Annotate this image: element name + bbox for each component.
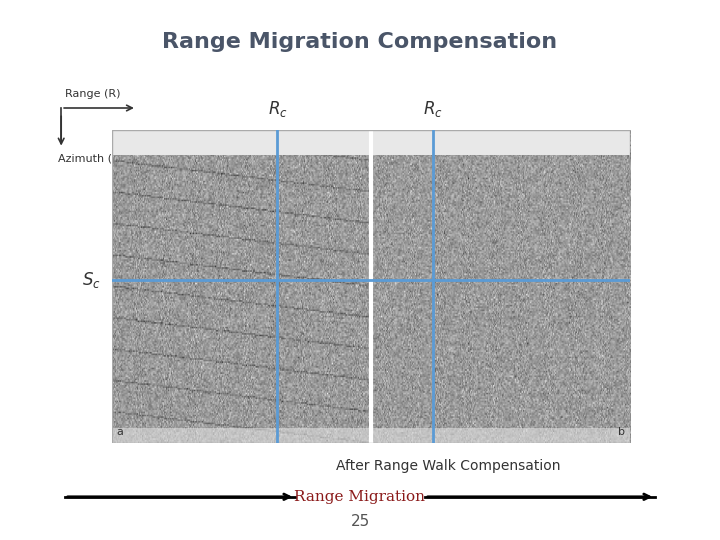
Text: b: b [618,427,625,436]
Text: $R_c$: $R_c$ [268,99,287,119]
Bar [112,130,630,154]
Text: After Range Walk Compensation: After Range Walk Compensation [336,459,561,473]
Bar [112,428,630,443]
Text: $R_c$: $R_c$ [423,99,443,119]
Text: $S_c$: $S_c$ [82,270,101,290]
Text: 25: 25 [351,514,369,529]
Text: Range (R): Range (R) [65,89,120,99]
Text: Azimuth (s): Azimuth (s) [58,154,122,164]
Text: a: a [117,427,124,436]
Text: Range Migration Compensation: Range Migration Compensation [163,32,557,52]
Text: Range Migration: Range Migration [294,490,426,504]
